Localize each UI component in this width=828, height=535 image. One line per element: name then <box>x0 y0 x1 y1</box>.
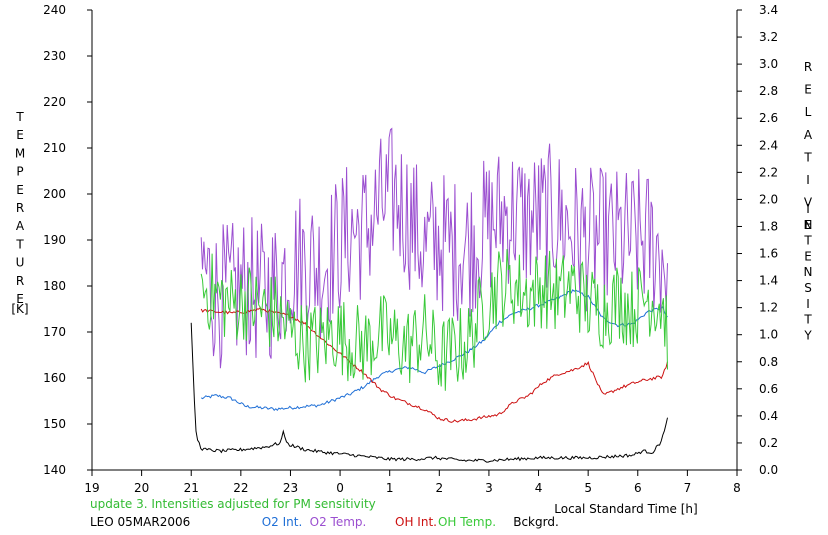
y-left-label-letter: T <box>15 237 24 251</box>
y-right-label-letter: R <box>804 60 812 74</box>
y-right-tick-label: 1.2 <box>759 301 778 315</box>
y-right-tick-label: 3.0 <box>759 57 778 71</box>
y-left-tick-label: 210 <box>43 141 66 155</box>
y-right-tick-label: 1.4 <box>759 274 778 288</box>
y-left-label-letter: E <box>16 292 24 306</box>
y-left-label-letter: R <box>16 201 24 215</box>
legend-entry: OH Int. <box>395 515 437 529</box>
y-right-tick-label: 1.0 <box>759 328 778 342</box>
legend-entry: Bckgrd. <box>513 515 559 529</box>
y-right-tick-label: 0.0 <box>759 463 778 477</box>
x-tick-label: 0 <box>336 481 344 495</box>
y-left-tick-label: 150 <box>43 417 66 431</box>
y-left-label-letter: R <box>16 274 24 288</box>
y-right-tick-label: 2.0 <box>759 192 778 206</box>
y-left-tick-label: 240 <box>43 3 66 17</box>
y-right-label-letter: I <box>806 297 810 311</box>
y-right-label-letter: S <box>804 281 812 295</box>
series-line-bckgrd <box>190 322 668 463</box>
x-tick-label: 1 <box>386 481 394 495</box>
x-tick-label: 20 <box>134 481 149 495</box>
y-left-tick-label: 190 <box>43 233 66 247</box>
y-right-tick-label: 0.6 <box>759 382 778 396</box>
y-right-tick-label: 2.8 <box>759 84 778 98</box>
y-right-label-letter: T <box>803 234 812 248</box>
y-right-label-letter: V <box>804 196 813 210</box>
y-left-label-letter: T <box>15 110 24 124</box>
y-left-tick-label: 200 <box>43 187 66 201</box>
y-right-label-letter: I <box>806 202 810 216</box>
y-right-label-letter: N <box>804 265 813 279</box>
y-left-label-letter: E <box>16 183 24 197</box>
series-line-o2-int <box>200 289 668 412</box>
y-right-tick-label: 2.6 <box>759 111 778 125</box>
x-tick-label: 5 <box>584 481 592 495</box>
chart-note: update 3. Intensities adjusted for PM se… <box>90 497 376 511</box>
y-right-tick-label: 2.4 <box>759 138 778 152</box>
series-line-o2-temp <box>200 127 668 369</box>
y-right-label-letter: E <box>804 249 812 263</box>
y-left-label-letter: E <box>16 128 24 142</box>
x-tick-label: 22 <box>233 481 248 495</box>
y-right-label-letter: L <box>805 105 812 119</box>
y-right-tick-label: 3.4 <box>759 3 778 17</box>
x-axis-title: Local Standard Time [h] <box>554 502 697 516</box>
y-right-label-letter: T <box>803 313 812 327</box>
y-right-tick-label: 0.4 <box>759 409 778 423</box>
x-tick-label: 3 <box>485 481 493 495</box>
y-right-label-letter: Y <box>803 328 812 342</box>
y-left-label-letter: A <box>16 219 25 233</box>
legend-entry: O2 Int. <box>262 515 303 529</box>
y-right-label-letter: N <box>804 218 813 232</box>
y-right-tick-label: 0.2 <box>759 436 778 450</box>
y-right-label-letter: E <box>804 218 812 232</box>
y-right-tick-label: 1.8 <box>759 219 778 233</box>
y-right-tick-label: 0.8 <box>759 355 778 369</box>
y-left-unit-label: [K] <box>11 302 28 316</box>
x-tick-label: 7 <box>684 481 692 495</box>
y-right-label-letter: I <box>806 173 810 187</box>
y-right-label-letter: E <box>804 83 812 97</box>
series-line-oh-temp <box>200 249 668 391</box>
y-left-tick-label: 140 <box>43 463 66 477</box>
y-left-tick-label: 180 <box>43 279 66 293</box>
y-left-tick-label: 160 <box>43 371 66 385</box>
y-right-tick-label: 2.2 <box>759 165 778 179</box>
y-left-tick-label: 220 <box>43 95 66 109</box>
legend-entry: OH Temp. <box>438 515 496 529</box>
x-tick-label: 21 <box>184 481 199 495</box>
y-right-label-letter: A <box>804 128 813 142</box>
y-left-label-letter: U <box>16 256 25 270</box>
x-tick-label: 4 <box>535 481 543 495</box>
y-left-tick-label: 230 <box>43 49 66 63</box>
station-label: LEO 05MAR2006 <box>90 515 190 529</box>
y-left-tick-label: 170 <box>43 325 66 339</box>
x-tick-label: 6 <box>634 481 642 495</box>
y-right-tick-label: 1.6 <box>759 247 778 261</box>
y-left-label-letter: M <box>15 146 25 160</box>
x-tick-label: 19 <box>84 481 99 495</box>
x-tick-label: 23 <box>283 481 298 495</box>
y-right-label-letter: T <box>803 150 812 164</box>
y-right-tick-label: 3.2 <box>759 30 778 44</box>
y-left-label-letter: P <box>16 165 23 179</box>
series-line-oh-int <box>200 306 668 423</box>
x-tick-label: 2 <box>435 481 443 495</box>
legend-entry: O2 Temp. <box>310 515 367 529</box>
x-tick-label: 8 <box>733 481 741 495</box>
